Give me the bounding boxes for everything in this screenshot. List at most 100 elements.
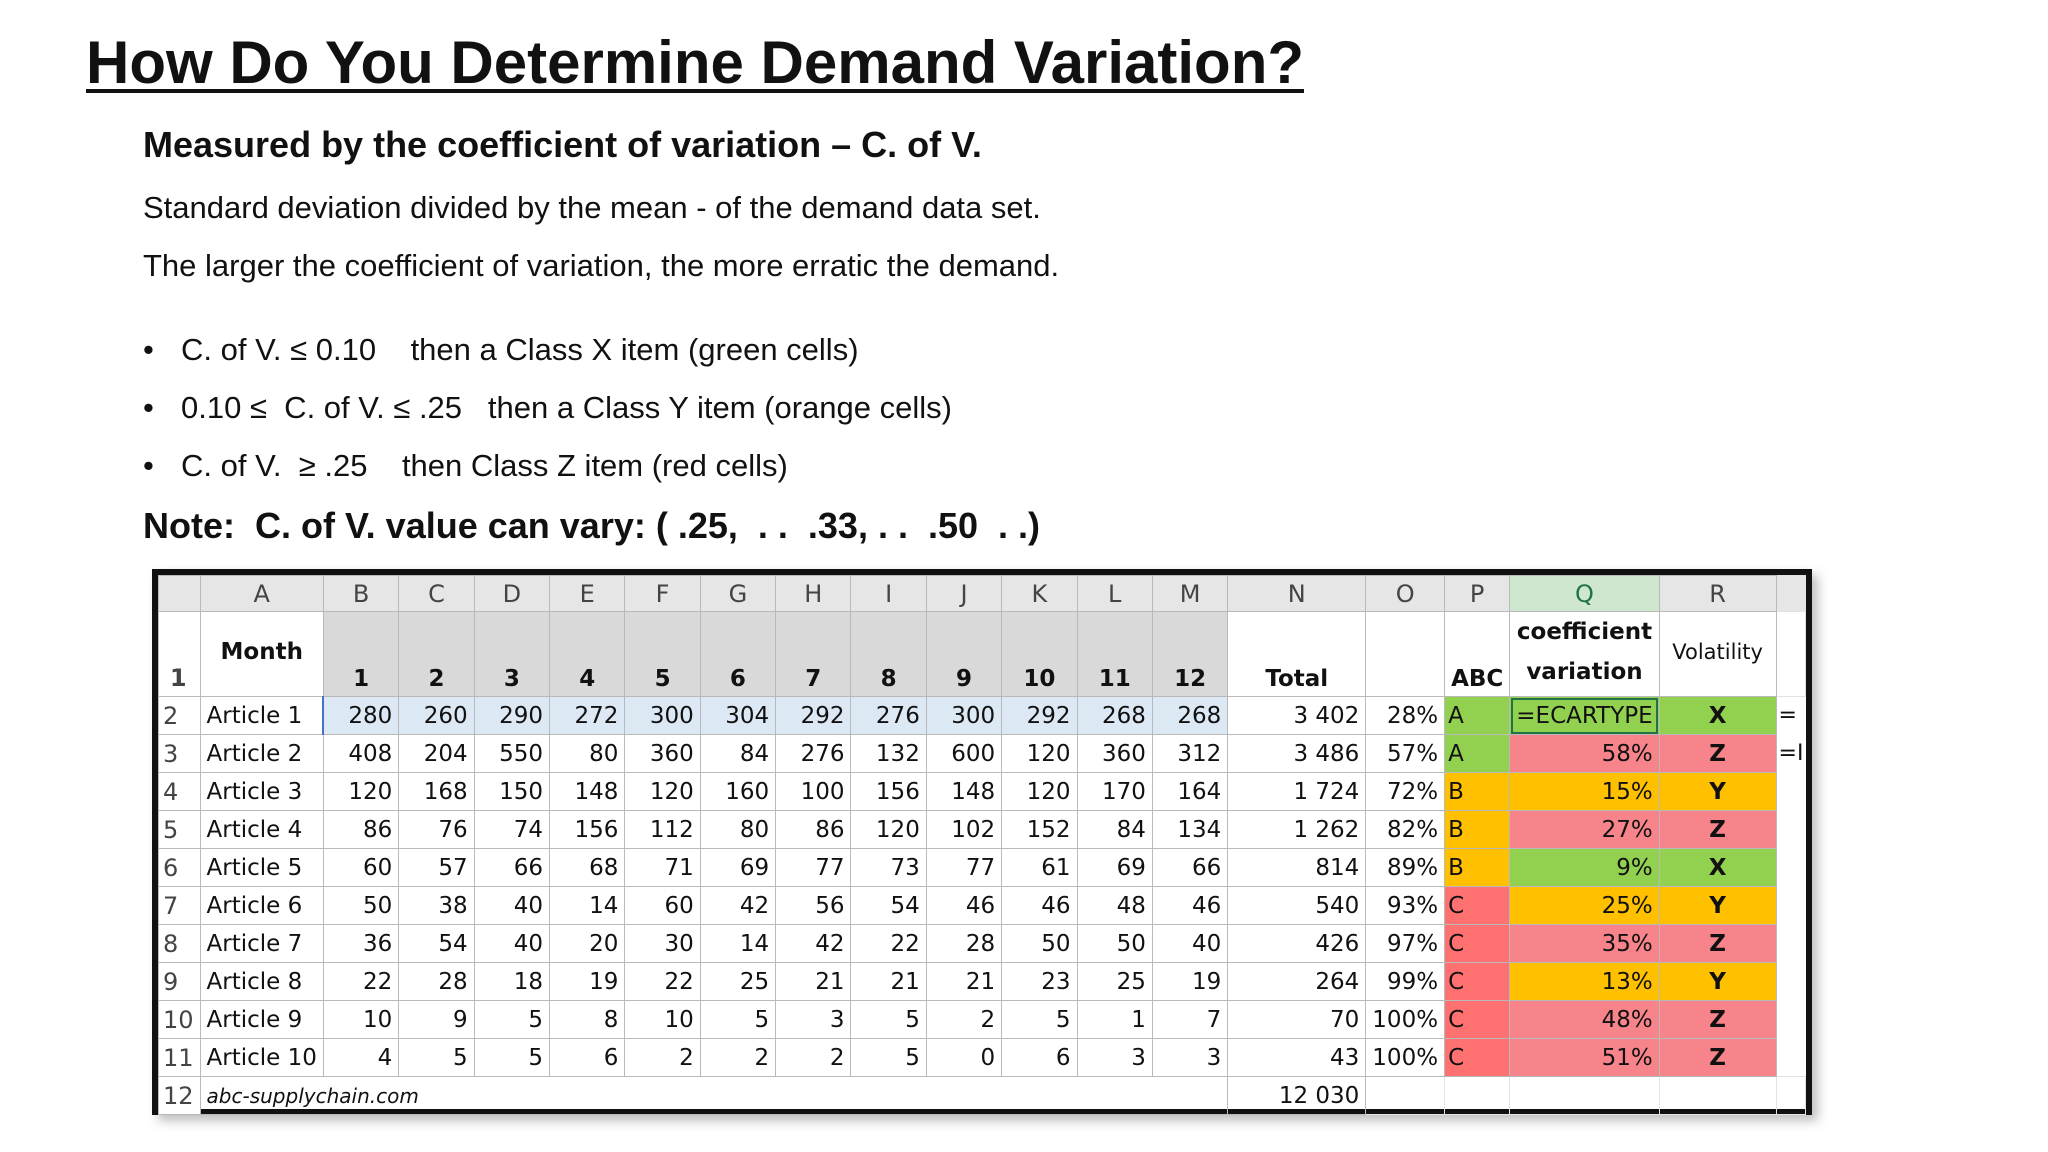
demand-cell[interactable]: 10 [624,1000,701,1039]
article-name-cell[interactable]: Article 1 [199,696,324,735]
demand-cell[interactable]: 48 [1076,886,1153,925]
demand-cell[interactable]: 20 [549,924,626,963]
demand-cell[interactable]: 28 [925,924,1003,963]
cumulative-percent-cell[interactable]: 100% [1365,1000,1446,1039]
demand-cell[interactable]: 6 [1001,1038,1078,1077]
demand-cell[interactable]: 86 [775,810,852,849]
blank-cell[interactable] [1658,1076,1777,1115]
demand-cell[interactable]: 600 [925,734,1003,773]
demand-cell[interactable]: 2 [699,1038,777,1077]
column-header[interactable]: E [549,575,626,612]
coefficient-variation-header[interactable]: coefficient variation [1509,611,1660,697]
demand-cell[interactable]: 312 [1151,734,1229,773]
total-cell[interactable]: 264 [1227,962,1367,1001]
demand-cell[interactable]: 69 [699,848,777,887]
demand-cell[interactable]: 25 [1076,962,1153,1001]
article-name-cell[interactable]: Article 4 [199,810,324,849]
coefficient-variation-cell[interactable]: 9% [1509,848,1660,887]
demand-cell[interactable]: 268 [1151,696,1229,735]
abc-header[interactable]: ABC [1444,611,1511,697]
month-header[interactable]: Month [199,611,324,697]
demand-cell[interactable]: 22 [850,924,927,963]
month-number-header[interactable]: 8 [850,611,927,697]
cumulative-percent-cell[interactable]: 99% [1365,962,1446,1001]
volatility-cell[interactable]: X [1658,848,1777,887]
cumulative-percent-cell[interactable]: 72% [1365,772,1446,811]
demand-cell[interactable]: 68 [549,848,626,887]
demand-cell[interactable]: 0 [925,1038,1003,1077]
demand-cell[interactable]: 18 [473,962,551,1001]
coefficient-variation-cell[interactable]: 51% [1509,1038,1660,1077]
demand-cell[interactable]: 112 [624,810,701,849]
cumulative-percent-cell[interactable]: 97% [1365,924,1446,963]
month-number-header[interactable]: 2 [398,611,475,697]
demand-cell[interactable]: 76 [398,810,475,849]
column-header[interactable]: P [1444,575,1511,612]
demand-cell[interactable]: 164 [1151,772,1229,811]
cumulative-percent-cell[interactable]: 28% [1365,696,1446,735]
month-number-header[interactable]: 9 [925,611,1003,697]
column-header[interactable]: A [199,575,324,612]
column-header[interactable]: O [1365,575,1446,612]
demand-cell[interactable]: 120 [624,772,701,811]
row-number[interactable]: 1 [158,611,201,697]
demand-cell[interactable]: 56 [775,886,852,925]
article-name-cell[interactable]: Article 9 [199,1000,324,1039]
demand-cell[interactable]: 3 [775,1000,852,1039]
demand-cell[interactable]: 46 [1151,886,1229,925]
demand-cell[interactable]: 148 [549,772,626,811]
column-header[interactable]: F [624,575,701,612]
demand-cell[interactable]: 80 [699,810,777,849]
demand-cell[interactable]: 408 [322,734,400,773]
coefficient-variation-cell[interactable]: 35% [1509,924,1660,963]
demand-cell[interactable]: 46 [925,886,1003,925]
demand-cell[interactable]: 9 [398,1000,475,1039]
demand-cell[interactable]: 50 [1076,924,1153,963]
coefficient-variation-cell[interactable]: 25% [1509,886,1660,925]
row-number[interactable]: 4 [158,772,201,811]
volatility-cell[interactable]: Z [1658,810,1777,849]
row-number[interactable]: 6 [158,848,201,887]
month-number-header[interactable]: 4 [549,611,626,697]
demand-cell[interactable]: 204 [398,734,475,773]
demand-cell[interactable]: 38 [398,886,475,925]
demand-cell[interactable]: 60 [624,886,701,925]
demand-cell[interactable]: 40 [473,924,551,963]
demand-cell[interactable]: 120 [322,772,400,811]
demand-cell[interactable]: 5 [1001,1000,1078,1039]
month-number-header[interactable]: 1 [322,611,400,697]
demand-cell[interactable]: 276 [850,696,927,735]
coefficient-variation-cell[interactable]: 58% [1509,734,1660,773]
demand-cell[interactable]: 77 [775,848,852,887]
total-cell[interactable]: 814 [1227,848,1367,887]
demand-cell[interactable]: 4 [322,1038,400,1077]
row-number[interactable]: 3 [158,734,201,773]
cumulative-percent-cell[interactable]: 100% [1365,1038,1446,1077]
demand-cell[interactable]: 22 [624,962,701,1001]
row-number[interactable]: 11 [158,1038,201,1077]
demand-cell[interactable]: 77 [925,848,1003,887]
column-header[interactable]: C [398,575,475,612]
demand-cell[interactable]: 360 [1076,734,1153,773]
volatility-cell[interactable]: Z [1658,1000,1777,1039]
demand-cell[interactable]: 3 [1076,1038,1153,1077]
demand-cell[interactable]: 5 [473,1038,551,1077]
demand-cell[interactable]: 86 [322,810,400,849]
grand-total-cell[interactable]: 12 030 [1227,1076,1367,1115]
row-number[interactable]: 9 [158,962,201,1001]
row-number[interactable]: 10 [158,1000,201,1039]
demand-cell[interactable]: 2 [624,1038,701,1077]
demand-cell[interactable]: 22 [322,962,400,1001]
cumulative-header[interactable] [1365,611,1446,697]
select-all-corner[interactable] [158,575,201,612]
formula-cell[interactable]: =ECARTYPE [1509,696,1660,735]
abc-class-cell[interactable]: C [1444,962,1511,1001]
cumulative-percent-cell[interactable]: 57% [1365,734,1446,773]
column-header[interactable]: N [1227,575,1367,612]
demand-cell[interactable]: 74 [473,810,551,849]
demand-cell[interactable]: 148 [925,772,1003,811]
demand-cell[interactable]: 84 [1076,810,1153,849]
article-name-cell[interactable]: Article 2 [199,734,324,773]
demand-cell[interactable]: 132 [850,734,927,773]
demand-cell[interactable]: 25 [699,962,777,1001]
